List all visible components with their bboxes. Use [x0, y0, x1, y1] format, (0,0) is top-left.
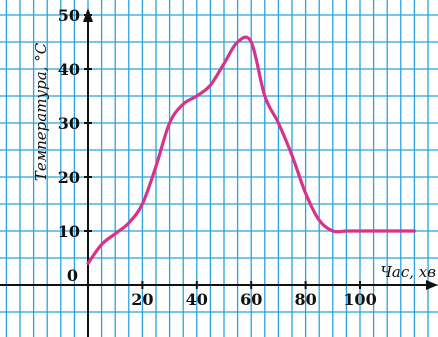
- axes: [0, 8, 438, 337]
- x-axis-title: Час, хв: [380, 263, 436, 281]
- y-tick-label: 50: [58, 6, 80, 25]
- y-tick-label: 30: [58, 114, 80, 133]
- x-axis-arrow: [426, 280, 438, 290]
- labels: 20 40 60 80 100 10 20 30 40 50 0 Час, хв Температура…: [32, 6, 436, 309]
- y-axis-title: Температура, °С: [32, 42, 50, 181]
- series: [86, 35, 416, 265]
- x-tick-label: 100: [343, 290, 376, 309]
- origin-label: 0: [67, 266, 78, 285]
- y-tick-label: 40: [58, 60, 80, 79]
- x-tick-label: 40: [186, 290, 208, 309]
- x-tick-label: 80: [294, 290, 316, 309]
- series-line: [86, 35, 416, 265]
- x-tick-label: 20: [131, 290, 153, 309]
- y-tick-label: 20: [58, 168, 80, 187]
- x-tick-label: 60: [240, 290, 262, 309]
- y-tick-label: 10: [58, 222, 80, 241]
